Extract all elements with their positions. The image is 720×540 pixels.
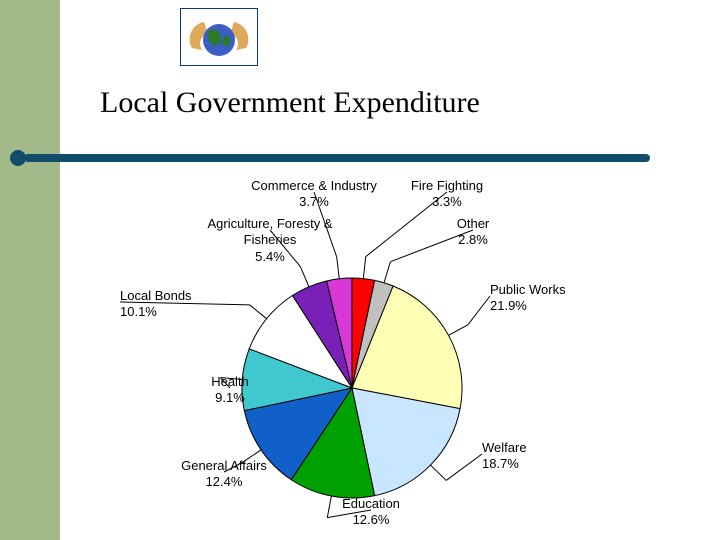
slide-title: Local Government Expenditure xyxy=(100,86,480,120)
slice-label: Commerce & Industry 3.7% xyxy=(234,178,394,211)
leader-line xyxy=(449,325,468,336)
slice-label: General Affairs 12.4% xyxy=(164,458,284,491)
leader-line xyxy=(446,454,482,480)
slice-label: Other 2.8% xyxy=(428,216,518,249)
leader-line xyxy=(384,262,390,283)
leader-line xyxy=(363,257,365,279)
slide-logo xyxy=(180,8,258,66)
slice-label: Fire Fighting 3.3% xyxy=(392,178,502,211)
slice-label: Health 9.1% xyxy=(190,374,270,407)
pie-chart: Fire Fighting 3.3% Other 2.8% Public Works… xyxy=(120,178,592,530)
slide: Local Government Expenditure Fire Fighti… xyxy=(0,0,720,540)
title-rule xyxy=(10,148,650,168)
slice-label: Welfare 18.7% xyxy=(482,440,582,473)
left-accent-band xyxy=(0,0,60,540)
leader-line xyxy=(250,305,267,319)
slice-label: Education 12.6% xyxy=(316,496,426,529)
slice-label: Agriculture, Foresty & Fisheries 5.4% xyxy=(180,216,360,265)
slice-label: Public Works 21.9% xyxy=(490,282,590,315)
leader-line xyxy=(300,267,309,287)
slice-label: Local Bonds 10.1% xyxy=(120,288,220,321)
leader-line xyxy=(468,296,490,325)
leader-line xyxy=(431,465,447,480)
title-rule-bar xyxy=(24,154,650,162)
